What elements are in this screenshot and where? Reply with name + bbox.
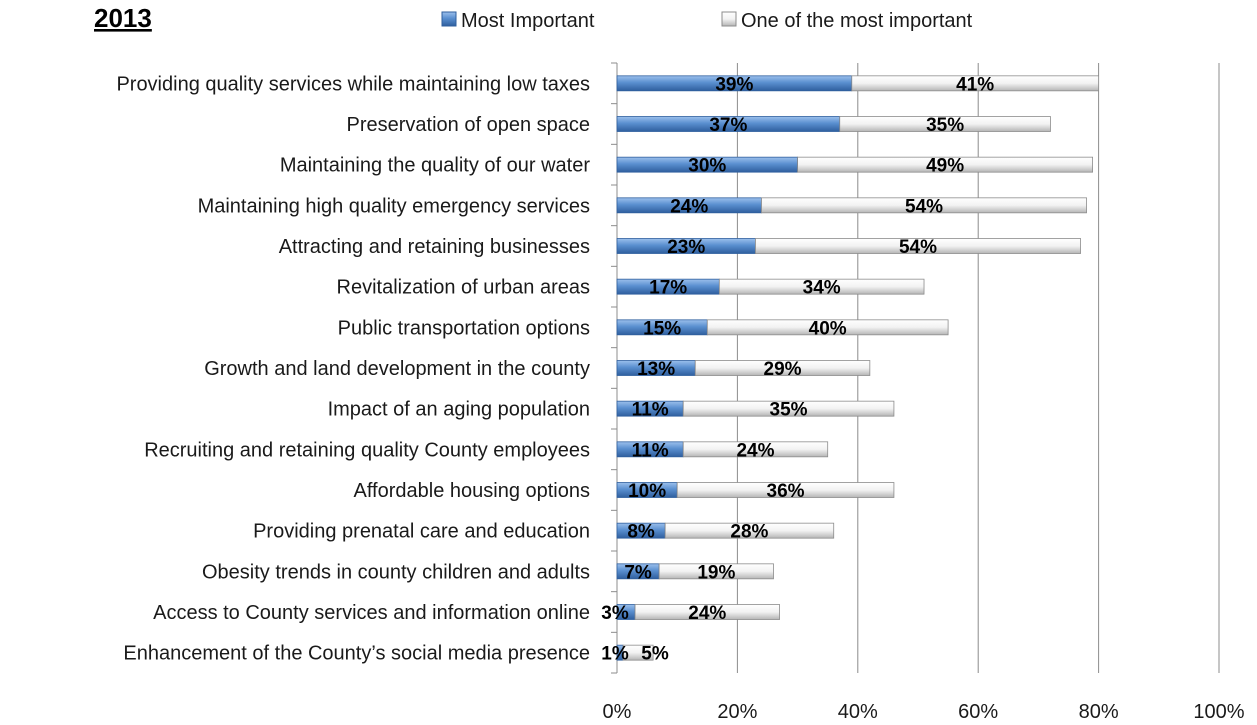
bar-one-of-most-important <box>706 319 949 336</box>
data-label-most-important: 1% <box>601 644 629 665</box>
category-label: Public transportation options <box>338 317 590 339</box>
data-label-one-of-most-important: 24% <box>736 440 774 461</box>
data-label-one-of-most-important: 5% <box>641 644 669 665</box>
data-label-most-important: 24% <box>670 196 708 217</box>
data-label-most-important: 11% <box>632 400 669 421</box>
data-label-one-of-most-important: 29% <box>764 359 802 380</box>
x-tick-label: 80% <box>1079 701 1119 723</box>
legend-swatch-most-important <box>441 11 457 27</box>
category-labels: Providing quality services while maintai… <box>116 73 590 664</box>
data-label-one-of-most-important: 41% <box>956 74 994 95</box>
x-tick-label: 0% <box>603 701 632 723</box>
data-label-one-of-most-important: 36% <box>767 481 805 502</box>
legend-label-one-of-most-important: One of the most important <box>741 10 973 32</box>
legend-swatch-one-of-most-important <box>721 11 737 27</box>
bar-one-of-most-important <box>622 644 654 661</box>
data-label-one-of-most-important: 34% <box>803 278 841 299</box>
bar-one-of-most-important <box>755 238 1081 254</box>
bar-one-of-most-important <box>676 482 895 498</box>
category-label: Maintaining high quality emergency servi… <box>198 195 590 217</box>
category-label: Enhancement of the County’s social media… <box>123 643 590 665</box>
data-label-most-important: 10% <box>628 481 666 502</box>
category-label: Revitalization of urban areas <box>337 277 590 299</box>
x-tick-label: 60% <box>958 701 998 723</box>
x-tick-label: 40% <box>838 701 878 723</box>
data-label-most-important: 15% <box>643 318 681 339</box>
bar-one-of-most-important <box>664 522 835 539</box>
data-label-most-important: 37% <box>709 115 747 136</box>
category-label: Access to County services and informatio… <box>153 602 590 624</box>
data-label-most-important: 30% <box>688 156 726 177</box>
data-label-most-important: 17% <box>649 278 687 299</box>
data-label-most-important: 13% <box>637 359 675 380</box>
data-label-most-important: 7% <box>624 562 652 583</box>
category-label: Impact of an aging population <box>328 399 590 421</box>
bar-one-of-most-important <box>682 400 895 417</box>
bar-one-of-most-important <box>797 156 1093 173</box>
x-tick-label: 20% <box>717 701 757 723</box>
category-label: Attracting and retaining businesses <box>279 236 590 258</box>
bar-one-of-most-important <box>761 197 1087 214</box>
legend-label-most-important: Most Important <box>461 10 595 32</box>
data-label-most-important: 11% <box>632 440 669 461</box>
data-label-most-important: 23% <box>667 237 705 258</box>
category-label: Affordable housing options <box>354 480 590 502</box>
chart-title: 2013 <box>94 3 152 33</box>
data-label-most-important: 3% <box>601 603 629 624</box>
category-label: Providing quality services while maintai… <box>116 73 590 95</box>
bar-one-of-most-important <box>839 116 1051 132</box>
data-label-one-of-most-important: 35% <box>770 400 808 421</box>
x-tick-label: 100% <box>1193 701 1244 723</box>
category-label: Maintaining the quality of our water <box>280 155 591 177</box>
category-label: Providing prenatal care and education <box>253 521 590 543</box>
bar-one-of-most-important <box>718 278 925 295</box>
data-label-most-important: 8% <box>627 522 655 543</box>
bar-one-of-most-important <box>694 360 871 376</box>
bar-one-of-most-important <box>634 604 780 620</box>
data-label-one-of-most-important: 24% <box>688 603 726 624</box>
data-label-one-of-most-important: 54% <box>899 237 937 258</box>
data-label-most-important: 39% <box>715 74 753 95</box>
bar-one-of-most-important <box>682 441 829 458</box>
data-label-one-of-most-important: 49% <box>926 156 964 177</box>
bar-one-of-most-important <box>658 563 774 580</box>
x-axis-ticks: 0% 20% 40% 60% 80% 100% <box>603 701 1245 723</box>
data-label-one-of-most-important: 28% <box>730 522 768 543</box>
bars: 39% 41% 37% 35% 30% 49% 24% 54% 23% 54% 17% 34% 15% 4… <box>601 74 1100 665</box>
category-label: Growth and land development in the count… <box>204 358 590 380</box>
bar-one-of-most-important <box>851 75 1100 92</box>
data-label-one-of-most-important: 54% <box>905 196 943 217</box>
category-label: Obesity trends in county children and ad… <box>202 561 590 583</box>
legend: Most Important One of the most important <box>441 10 973 32</box>
category-label: Recruiting and retaining quality County … <box>144 439 590 461</box>
data-label-one-of-most-important: 35% <box>926 115 964 136</box>
data-label-one-of-most-important: 19% <box>697 562 735 583</box>
category-label: Preservation of open space <box>347 114 591 136</box>
data-label-one-of-most-important: 40% <box>809 318 847 339</box>
